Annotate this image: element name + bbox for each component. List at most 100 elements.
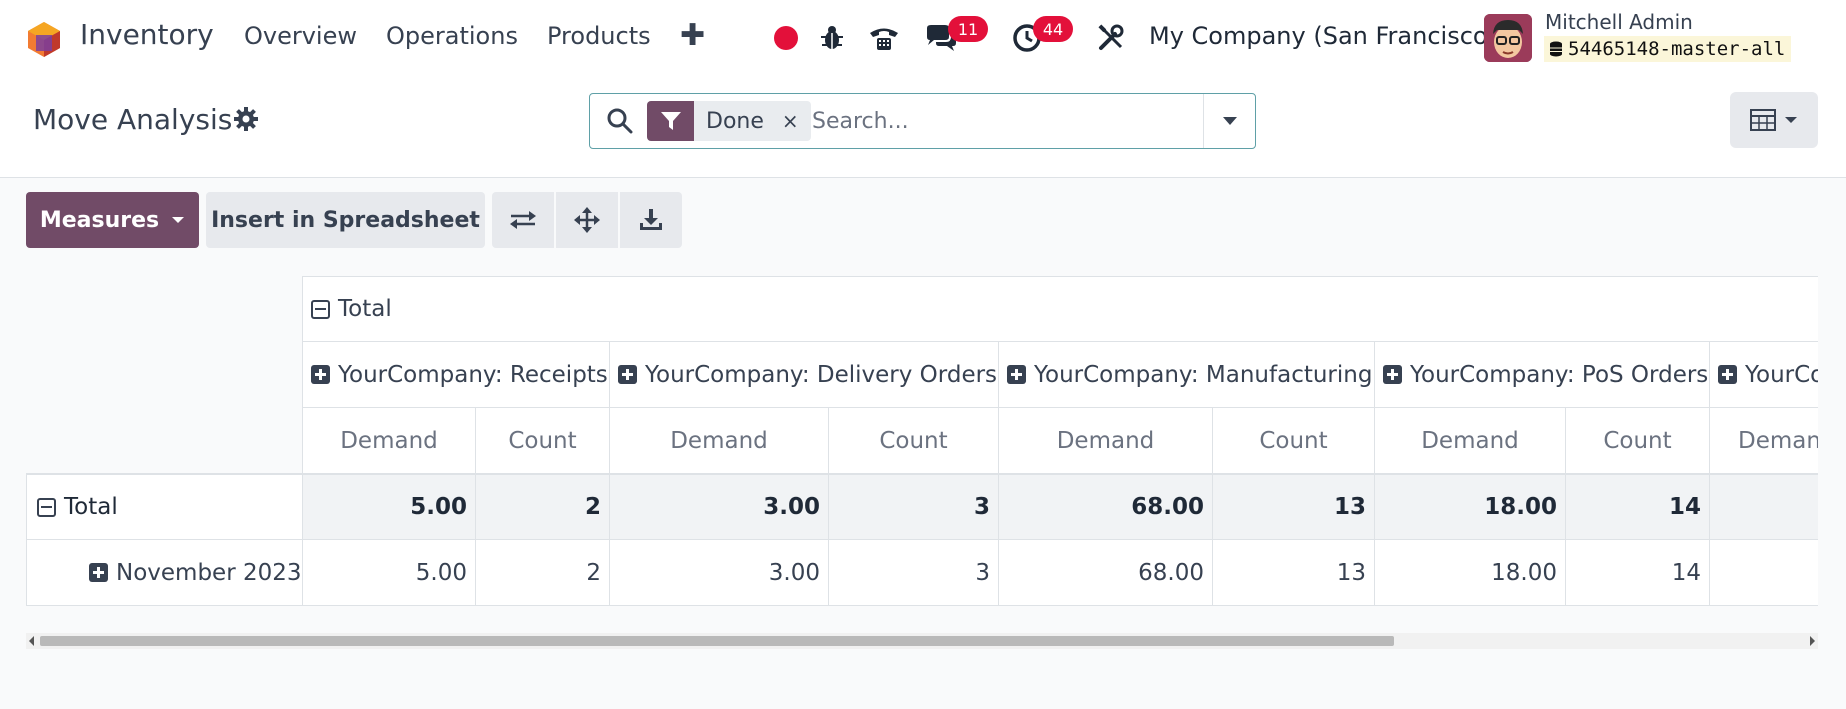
- measure-header[interactable]: Count: [829, 408, 999, 474]
- plus-icon[interactable]: ✚: [680, 18, 706, 53]
- measure-header[interactable]: Count: [476, 408, 610, 474]
- menu-operations[interactable]: Operations: [386, 22, 518, 50]
- col-header-total[interactable]: Total: [302, 276, 1818, 342]
- phone-icon[interactable]: [868, 22, 900, 54]
- pivot-cell[interactable]: 14: [1566, 540, 1710, 606]
- pivot-cell[interactable]: 3.00: [610, 474, 829, 540]
- bug-icon[interactable]: [816, 22, 848, 54]
- pivot-cell[interactable]: 2: [476, 474, 610, 540]
- group-label: YourCompany: Delivery Orders: [645, 361, 998, 388]
- group-label: YourCompany: Receipts: [338, 361, 608, 388]
- inventory-app-icon[interactable]: [26, 20, 62, 58]
- pivot-cell[interactable]: 13: [1213, 474, 1375, 540]
- tools-icon[interactable]: [1095, 22, 1127, 54]
- download-icon: [640, 209, 662, 230]
- measure-header[interactable]: Demand: [302, 408, 476, 474]
- measures-button[interactable]: Measures: [26, 192, 199, 248]
- col-header-group[interactable]: YourCompany: Receipts: [302, 342, 610, 408]
- activities-badge: 44: [1033, 16, 1073, 42]
- facet-remove-icon[interactable]: ×: [781, 109, 799, 133]
- page-title: Move Analysis: [33, 103, 233, 136]
- pivot-cell[interactable]: 3: [829, 540, 999, 606]
- arrows-move-icon: [574, 207, 600, 233]
- caret-down-icon: [1222, 117, 1237, 125]
- expand-icon: [89, 563, 108, 582]
- expand-all-button[interactable]: [556, 192, 618, 248]
- row-header-total[interactable]: Total: [26, 474, 303, 540]
- horizontal-scrollbar[interactable]: [26, 633, 1818, 649]
- pivot-cell[interactable]: 14: [1566, 474, 1710, 540]
- top-navbar: Inventory Overview Operations Products ✚…: [0, 0, 1846, 76]
- table-view-icon: [1750, 109, 1776, 131]
- pivot-corner: [26, 276, 303, 474]
- group-label: YourCompany: PoS Orders: [1410, 361, 1709, 388]
- facet-label: Done: [706, 108, 764, 134]
- search-bar: Done ×: [589, 93, 1256, 149]
- pivot-cell[interactable]: 3.00: [610, 540, 829, 606]
- expand-icon: [311, 365, 330, 384]
- scrollbar-thumb[interactable]: [40, 636, 1394, 646]
- menu-products[interactable]: Products: [547, 22, 651, 50]
- measure-header[interactable]: Demand: [1710, 408, 1818, 474]
- pivot-cell[interactable]: [1710, 474, 1818, 540]
- database-badge: 54465148-master-all: [1544, 36, 1792, 62]
- pivot-cell[interactable]: 18.00: [1375, 540, 1566, 606]
- expand-icon: [618, 365, 637, 384]
- pivot-cell[interactable]: 5.00: [302, 540, 476, 606]
- expand-icon: [1383, 365, 1402, 384]
- company-switcher[interactable]: My Company (San Francisco): [1149, 22, 1497, 50]
- pivot-cell[interactable]: 3: [829, 474, 999, 540]
- measure-header[interactable]: Count: [1566, 408, 1710, 474]
- col-header-group[interactable]: YourCompany: Delivery Orders: [610, 342, 999, 408]
- measure-header[interactable]: Demand: [1375, 408, 1566, 474]
- collapse-icon: [37, 497, 56, 517]
- menu-overview[interactable]: Overview: [244, 22, 357, 50]
- search-input[interactable]: [812, 102, 1182, 140]
- search-options-toggle[interactable]: [1203, 94, 1255, 148]
- gear-icon[interactable]: [233, 106, 259, 132]
- measure-header[interactable]: Demand: [999, 408, 1213, 474]
- expand-icon: [1718, 365, 1737, 384]
- pivot-cell[interactable]: 2: [476, 540, 610, 606]
- user-avatar[interactable]: [1484, 14, 1532, 62]
- expand-icon: [1007, 365, 1026, 384]
- measure-header[interactable]: Count: [1213, 408, 1375, 474]
- control-panel: Move Analysis Done ×: [0, 76, 1846, 178]
- pivot-cell[interactable]: 68.00: [999, 540, 1213, 606]
- col-header-group[interactable]: YourCompany: Returns: [1710, 342, 1818, 408]
- record-icon[interactable]: [774, 26, 798, 50]
- pivot-cell[interactable]: 5.00: [302, 474, 476, 540]
- pivot-cell[interactable]: 13: [1213, 540, 1375, 606]
- filter-facet: Done ×: [647, 101, 811, 141]
- database-icon: [1550, 41, 1562, 57]
- row-header-group[interactable]: November 2023: [26, 540, 303, 606]
- pivot-cell[interactable]: [1710, 540, 1818, 606]
- messages-badge: 11: [948, 16, 988, 42]
- measure-header[interactable]: Demand: [610, 408, 829, 474]
- flip-axis-button[interactable]: [492, 192, 554, 248]
- row-total-label: Total: [64, 494, 118, 520]
- search-icon[interactable]: [606, 107, 634, 135]
- group-label: YourCompany: Returns: [1745, 361, 1818, 388]
- col-header-group[interactable]: YourCompany: PoS Orders: [1375, 342, 1710, 408]
- user-name[interactable]: Mitchell Admin: [1545, 10, 1693, 34]
- group-label: YourCompany: Manufacturing: [1034, 361, 1373, 388]
- pivot-cell[interactable]: 18.00: [1375, 474, 1566, 540]
- database-name: 54465148-master-all: [1568, 38, 1786, 60]
- caret-down-icon: [172, 217, 185, 223]
- insert-spreadsheet-button[interactable]: Insert in Spreadsheet: [206, 192, 485, 248]
- app-name[interactable]: Inventory: [80, 18, 214, 51]
- scroll-right-icon[interactable]: [1810, 636, 1815, 646]
- pivot-actions: [492, 192, 682, 248]
- scroll-left-icon[interactable]: [29, 636, 34, 646]
- pivot-table: Total YourCompany: Receipts YourCompany:…: [26, 276, 1818, 606]
- filter-icon: [647, 101, 694, 141]
- view-switcher[interactable]: [1730, 92, 1818, 148]
- row-label: November 2023: [116, 559, 302, 586]
- download-button[interactable]: [620, 192, 682, 248]
- caret-down-icon: [1785, 117, 1797, 123]
- pivot-cell[interactable]: 68.00: [999, 474, 1213, 540]
- swap-icon: [510, 211, 536, 229]
- measures-label: Measures: [39, 207, 160, 233]
- col-header-group[interactable]: YourCompany: Manufacturing: [999, 342, 1375, 408]
